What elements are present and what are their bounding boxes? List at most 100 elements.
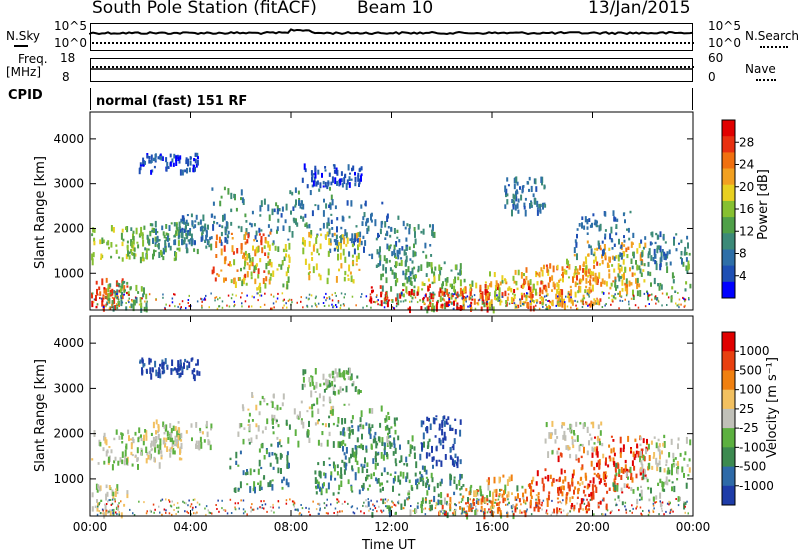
data-cell [244, 256, 247, 263]
nave-dot [108, 66, 110, 68]
data-cell [388, 511, 391, 518]
data-cell [121, 432, 124, 440]
data-cell [630, 448, 633, 451]
data-cell [205, 234, 208, 241]
data-cell [154, 153, 157, 158]
data-cell [343, 370, 345, 378]
data-cell [167, 233, 170, 238]
nave-dot [540, 66, 542, 68]
nave-dot [136, 66, 138, 68]
data-cell [101, 300, 104, 307]
data-cell [174, 435, 177, 443]
data-cell [186, 510, 188, 513]
data-cell [470, 306, 473, 311]
data-cell [431, 229, 434, 237]
nsearch-dot [268, 42, 270, 44]
data-cell [318, 502, 321, 505]
data-cell [387, 299, 390, 302]
data-cell [473, 490, 476, 497]
data-cell [655, 457, 658, 465]
data-cell [473, 498, 475, 501]
data-cell [343, 378, 346, 381]
nsearch-dot [344, 42, 346, 44]
data-cell [377, 299, 379, 302]
data-cell [258, 285, 261, 291]
data-cell [278, 506, 280, 509]
data-cell [557, 501, 559, 504]
data-cell [532, 305, 535, 312]
data-cell [277, 292, 279, 295]
data-cell [546, 305, 548, 308]
data-cell [466, 295, 469, 298]
data-cell [164, 245, 167, 248]
data-cell [578, 279, 581, 285]
data-cell [610, 448, 613, 454]
data-cell [289, 498, 291, 501]
data-cell [632, 289, 634, 296]
nsearch-dot [380, 42, 382, 44]
data-cell [548, 491, 551, 495]
data-cell [393, 307, 395, 309]
data-cell [264, 503, 267, 506]
data-cell [184, 221, 187, 225]
data-cell [582, 261, 585, 268]
data-cell [314, 297, 317, 300]
data-cell [303, 383, 306, 388]
data-cell [685, 482, 688, 489]
data-cell [504, 489, 507, 494]
data-cell [307, 272, 310, 275]
data-cell [581, 481, 584, 485]
data-cell [358, 178, 361, 183]
data-cell [360, 204, 363, 209]
data-cell [388, 259, 391, 263]
data-cell [203, 439, 206, 443]
data-cell [626, 287, 629, 295]
data-cell [319, 486, 321, 492]
nave-dot [272, 66, 274, 68]
data-cell [318, 393, 321, 399]
data-cell [360, 173, 363, 177]
data-cell [483, 302, 486, 308]
data-cell [342, 429, 345, 436]
data-cell [460, 474, 463, 479]
data-cell [263, 398, 266, 403]
data-cell [544, 468, 547, 472]
data-cell [566, 258, 568, 265]
data-cell [187, 504, 189, 507]
data-cell [152, 253, 154, 260]
data-cell [308, 406, 311, 410]
data-cell [454, 418, 457, 421]
data-cell [103, 432, 106, 438]
data-cell [424, 294, 427, 297]
data-cell [599, 478, 602, 483]
data-cell [414, 508, 416, 514]
data-cell [627, 476, 629, 480]
data-cell [341, 502, 344, 505]
data-cell [519, 299, 522, 305]
data-cell [100, 512, 102, 515]
nave-dot [212, 66, 214, 68]
data-cell [323, 472, 326, 476]
data-cell [213, 215, 216, 219]
data-cell [269, 276, 272, 281]
data-cell [254, 249, 257, 257]
data-cell [576, 233, 578, 239]
data-cell [246, 483, 249, 486]
data-cell [409, 277, 412, 280]
data-cell [592, 277, 595, 282]
data-cell [451, 294, 454, 298]
data-cell [580, 455, 583, 459]
data-cell [271, 484, 274, 491]
data-cell [393, 228, 396, 234]
data-cell [487, 510, 490, 513]
data-cell [253, 265, 256, 272]
data-cell [344, 464, 347, 471]
data-cell [423, 469, 426, 472]
data-cell [400, 455, 403, 463]
data-cell [271, 242, 274, 246]
data-cell [462, 484, 465, 487]
data-cell [231, 237, 234, 240]
nsearch-dot [240, 42, 242, 44]
data-cell [549, 263, 552, 269]
data-cell [466, 505, 469, 508]
